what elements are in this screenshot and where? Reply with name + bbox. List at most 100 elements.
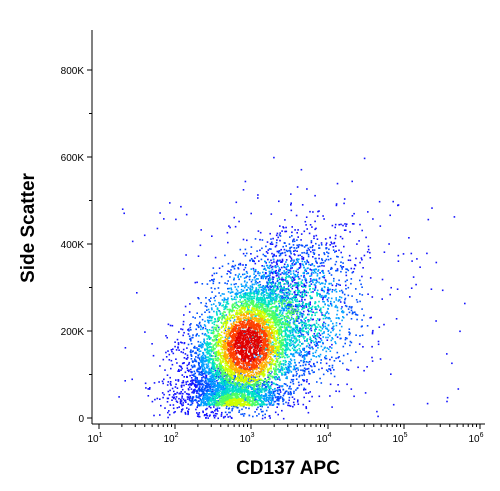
- scatter-point: [272, 397, 274, 399]
- scatter-point: [254, 238, 257, 240]
- scatter-point: [329, 317, 331, 320]
- scatter-point: [303, 337, 305, 340]
- scatter-point: [300, 321, 302, 324]
- scatter-point: [240, 413, 242, 416]
- scatter-point: [293, 284, 296, 287]
- scatter-point: [254, 392, 256, 394]
- scatter-point: [210, 287, 213, 289]
- scatter-point: [276, 298, 278, 300]
- scatter-point: [209, 280, 211, 282]
- scatter-point: [274, 270, 276, 273]
- scatter-point: [211, 308, 213, 311]
- scatter-point: [361, 258, 363, 261]
- scatter-point: [297, 352, 299, 354]
- scatter-point: [297, 236, 299, 238]
- scatter-point: [262, 271, 264, 274]
- scatter-point: [224, 402, 226, 405]
- scatter-point: [251, 285, 254, 288]
- scatter-point: [315, 260, 317, 262]
- scatter-point: [312, 291, 314, 293]
- scatter-point: [319, 341, 322, 343]
- scatter-point: [164, 407, 166, 409]
- scatter-point: [257, 301, 260, 303]
- scatter-point: [207, 417, 209, 419]
- scatter-point: [297, 229, 299, 231]
- scatter-point: [314, 288, 316, 290]
- scatter-point: [216, 392, 219, 394]
- scatter-point: [187, 413, 189, 416]
- scatter-point: [225, 314, 228, 316]
- scatter-point: [241, 392, 243, 394]
- scatter-point: [258, 399, 261, 402]
- scatter-point: [283, 326, 286, 328]
- scatter-point: [213, 328, 215, 330]
- scatter-point: [290, 316, 293, 319]
- scatter-point: [366, 366, 368, 368]
- scatter-point: [342, 224, 344, 227]
- scatter-point: [286, 369, 289, 371]
- scatter-point: [212, 376, 214, 378]
- scatter-point: [231, 390, 233, 393]
- scatter-point: [187, 403, 189, 405]
- scatter-point: [336, 309, 339, 312]
- scatter-point: [195, 356, 197, 358]
- scatter-point: [289, 256, 292, 258]
- scatter-point: [285, 346, 287, 348]
- scatter-point: [291, 299, 294, 302]
- scatter-point: [262, 276, 265, 278]
- scatter-point: [256, 383, 258, 386]
- scatter-point: [361, 275, 363, 278]
- scatter-point: [249, 360, 252, 362]
- scatter-point: [262, 289, 265, 292]
- scatter-point: [303, 305, 305, 308]
- scatter-point: [196, 392, 198, 394]
- scatter-point: [193, 373, 195, 376]
- scatter-point: [250, 376, 253, 379]
- scatter-point: [161, 392, 164, 394]
- scatter-point: [191, 391, 193, 394]
- scatter-point: [274, 383, 277, 386]
- scatter-point: [314, 302, 316, 305]
- scatter-point: [255, 274, 257, 277]
- scatter-point: [285, 266, 287, 269]
- scatter-point: [304, 279, 307, 282]
- scatter-point: [272, 258, 275, 261]
- scatter-point: [197, 354, 200, 357]
- scatter-point: [334, 226, 336, 229]
- scatter-point: [199, 395, 202, 397]
- scatter-point: [369, 317, 371, 319]
- scatter-point: [263, 294, 265, 296]
- scatter-point: [218, 389, 220, 392]
- scatter-point: [335, 203, 338, 205]
- scatter-point: [280, 363, 282, 366]
- scatter-point: [361, 286, 363, 288]
- scatter-point: [298, 331, 301, 333]
- scatter-point: [288, 322, 291, 324]
- scatter-point: [238, 388, 241, 391]
- scatter-point: [397, 260, 400, 262]
- scatter-point: [228, 392, 230, 395]
- scatter-point: [266, 241, 269, 243]
- scatter-point: [263, 291, 265, 293]
- scatter-point: [279, 295, 282, 297]
- scatter-point: [159, 414, 161, 416]
- scatter-point: [211, 274, 214, 277]
- scatter-point: [239, 299, 241, 301]
- scatter-point: [295, 275, 297, 278]
- scatter-point: [320, 296, 322, 299]
- scatter-point: [229, 390, 232, 393]
- scatter-point: [285, 280, 287, 282]
- scatter-point: [156, 227, 159, 230]
- scatter-point: [258, 389, 261, 392]
- scatter-point: [197, 381, 199, 383]
- scatter-point: [275, 255, 277, 257]
- scatter-point: [329, 383, 332, 386]
- scatter-point: [251, 395, 253, 397]
- scatter-point: [294, 362, 296, 364]
- scatter-point: [294, 229, 296, 231]
- scatter-point: [174, 386, 177, 388]
- scatter-point: [199, 382, 202, 385]
- scatter-point: [309, 319, 311, 321]
- scatter-point: [201, 365, 203, 368]
- scatter-point: [262, 303, 265, 306]
